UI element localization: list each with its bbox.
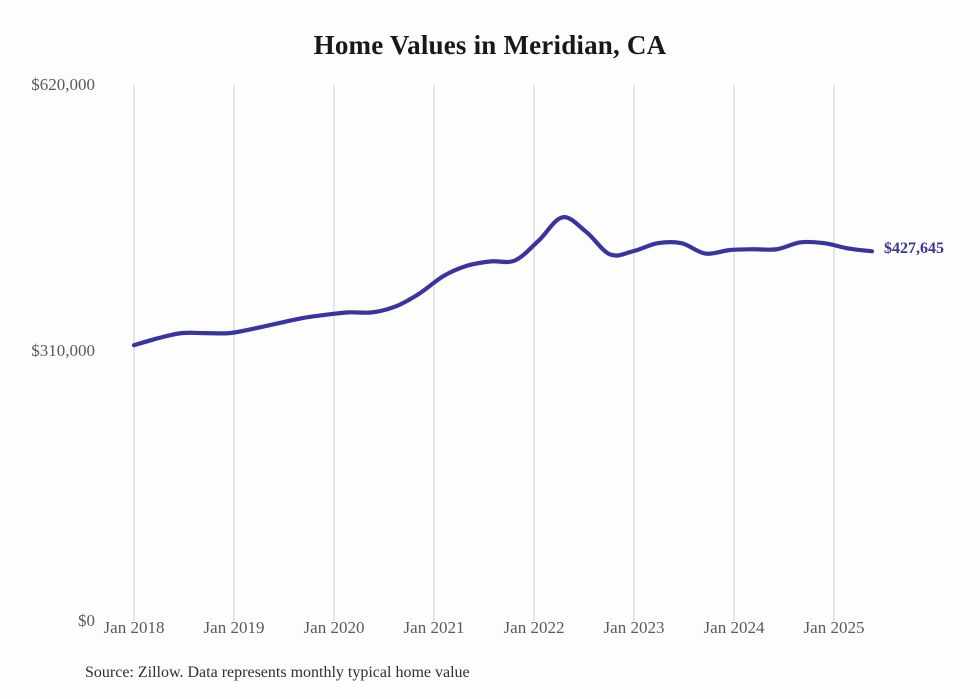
chart-title: Home Values in Meridian, CA	[313, 30, 667, 60]
x-axis-tick-jan-2020: Jan 2020	[303, 618, 365, 637]
x-axis-tick-jan-2019: Jan 2019	[203, 618, 265, 637]
x-axis-tick-jan-2024: Jan 2024	[703, 618, 765, 637]
y-axis-tick-mid: $310,000	[31, 341, 95, 360]
gridlines	[133, 85, 835, 621]
series-end-value-label: $427,645	[884, 240, 944, 258]
x-axis-tick-jan-2025: Jan 2025	[803, 618, 865, 637]
x-axis-tick-jan-2021: Jan 2021	[403, 618, 465, 637]
x-axis-tick-jan-2018: Jan 2018	[103, 618, 165, 637]
x-axis-tick-jan-2022: Jan 2022	[503, 618, 565, 637]
x-axis-tick-jan-2023: Jan 2023	[603, 618, 665, 637]
y-axis-tick-top: $620,000	[31, 75, 95, 94]
series-line-typical-home-value	[131, 215, 875, 348]
chart-source-footnote: Source: Zillow. Data represents monthly …	[85, 664, 470, 681]
y-axis-tick-zero: $0	[78, 611, 95, 630]
